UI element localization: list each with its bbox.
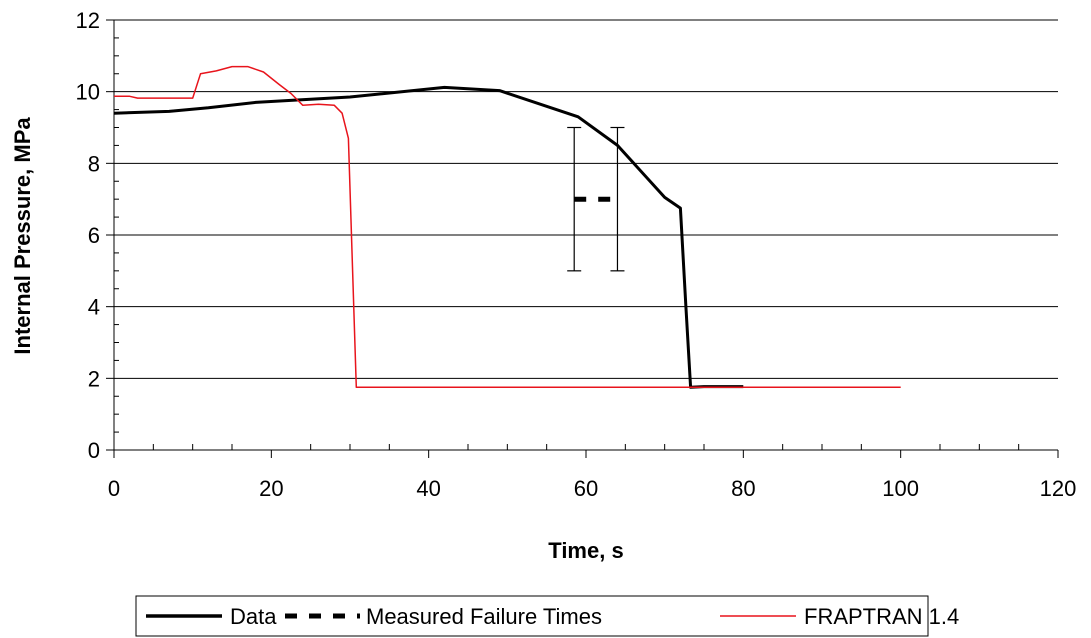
legend-label-fraptran: FRAPTRAN 1.4 xyxy=(804,604,959,629)
y-tick-label-10: 10 xyxy=(76,80,100,105)
y-tick-label-12: 12 xyxy=(76,8,100,33)
y-axis-title: Internal Pressure, MPa xyxy=(10,117,35,355)
axes-layer xyxy=(106,19,1059,458)
y-tick-label-6: 6 xyxy=(88,223,100,248)
x-tick-label-60: 60 xyxy=(574,476,598,501)
x-tick-label-40: 40 xyxy=(416,476,440,501)
y-tick-label-0: 0 xyxy=(88,438,100,463)
grid-layer xyxy=(114,19,1058,379)
series-line-fraptran-1-4 xyxy=(114,65,901,389)
x-tick-label-20: 20 xyxy=(259,476,283,501)
legend-label-data: Data xyxy=(230,604,277,629)
legend-label-measured-failure-times: Measured Failure Times xyxy=(366,604,602,629)
x-tick-label-80: 80 xyxy=(731,476,755,501)
error-bar-0 xyxy=(567,126,582,272)
x-tick-label-120: 120 xyxy=(1040,476,1077,501)
x-tick-label-100: 100 xyxy=(882,476,919,501)
x-axis-title: Time, s xyxy=(548,538,623,563)
y-tick-label-8: 8 xyxy=(88,151,100,176)
series-layer xyxy=(113,65,901,389)
error-bar-1 xyxy=(610,126,625,272)
x-tick-label-0: 0 xyxy=(108,476,120,501)
y-tick-label-2: 2 xyxy=(88,366,100,391)
y-tick-label-4: 4 xyxy=(88,295,100,320)
legend: Data Measured Failure Times FRAPTRAN 1.4 xyxy=(135,595,959,637)
series-line-data xyxy=(113,85,744,389)
